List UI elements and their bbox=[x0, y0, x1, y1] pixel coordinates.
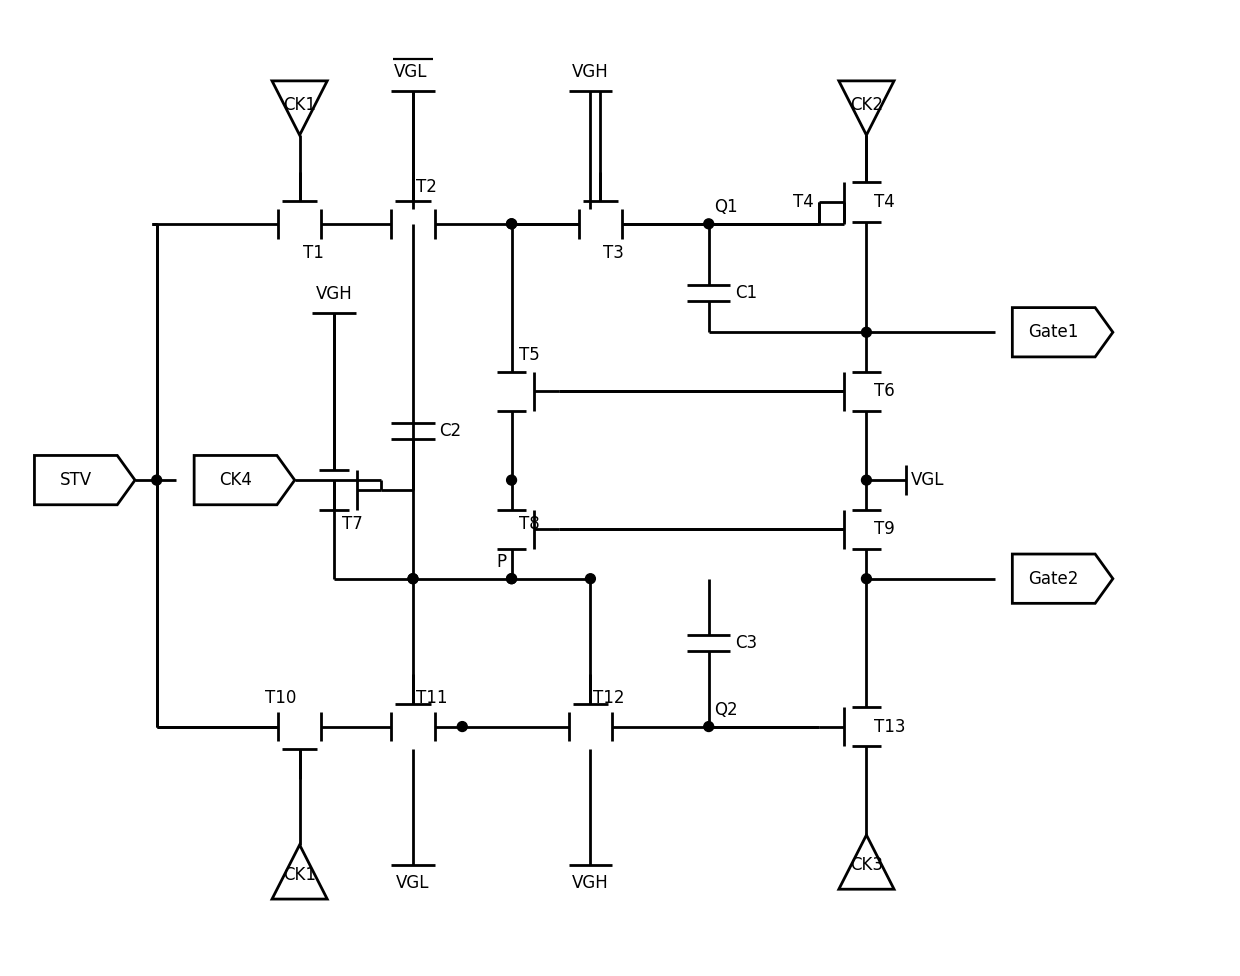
Text: CK2: CK2 bbox=[849, 97, 883, 114]
Text: T10: T10 bbox=[265, 689, 296, 707]
Circle shape bbox=[507, 574, 517, 584]
Text: CK4: CK4 bbox=[219, 471, 252, 489]
Circle shape bbox=[507, 475, 517, 485]
Circle shape bbox=[151, 475, 161, 485]
Text: VGH: VGH bbox=[572, 62, 609, 81]
Text: CK1: CK1 bbox=[283, 97, 316, 114]
Text: T6: T6 bbox=[874, 383, 895, 400]
Text: CK3: CK3 bbox=[849, 856, 883, 874]
Text: VGH: VGH bbox=[316, 285, 352, 303]
Circle shape bbox=[507, 219, 517, 228]
Text: STV: STV bbox=[60, 471, 92, 489]
Text: T8: T8 bbox=[520, 515, 541, 534]
Text: T1: T1 bbox=[303, 244, 324, 262]
Circle shape bbox=[585, 574, 595, 584]
Text: T12: T12 bbox=[594, 689, 625, 707]
Text: Gate2: Gate2 bbox=[1028, 570, 1079, 588]
Text: T4: T4 bbox=[794, 193, 815, 211]
Circle shape bbox=[507, 574, 517, 584]
Text: T7: T7 bbox=[342, 514, 363, 533]
Text: VGL: VGL bbox=[397, 874, 430, 892]
Circle shape bbox=[862, 475, 872, 485]
Circle shape bbox=[458, 721, 467, 731]
Text: T9: T9 bbox=[874, 520, 895, 539]
Circle shape bbox=[862, 327, 872, 337]
Circle shape bbox=[507, 219, 517, 228]
Circle shape bbox=[408, 574, 418, 584]
Text: T4: T4 bbox=[874, 193, 895, 211]
Circle shape bbox=[862, 574, 872, 584]
Text: P: P bbox=[496, 552, 507, 571]
Text: VGL: VGL bbox=[911, 471, 945, 489]
Text: VGL: VGL bbox=[394, 62, 428, 81]
Circle shape bbox=[408, 574, 418, 584]
Text: T13: T13 bbox=[874, 717, 906, 736]
Text: T11: T11 bbox=[415, 689, 448, 707]
Text: Q2: Q2 bbox=[714, 701, 738, 718]
Circle shape bbox=[704, 721, 714, 731]
Text: Gate1: Gate1 bbox=[1028, 323, 1079, 342]
Text: T5: T5 bbox=[520, 346, 541, 364]
Circle shape bbox=[704, 219, 714, 228]
Text: C3: C3 bbox=[735, 633, 758, 652]
Text: C2: C2 bbox=[440, 422, 461, 440]
Text: VGH: VGH bbox=[572, 874, 609, 892]
Text: C1: C1 bbox=[735, 284, 758, 302]
Text: CK1: CK1 bbox=[283, 866, 316, 883]
Text: Q1: Q1 bbox=[714, 198, 738, 216]
Text: T3: T3 bbox=[603, 244, 624, 262]
Text: T2: T2 bbox=[415, 179, 436, 196]
